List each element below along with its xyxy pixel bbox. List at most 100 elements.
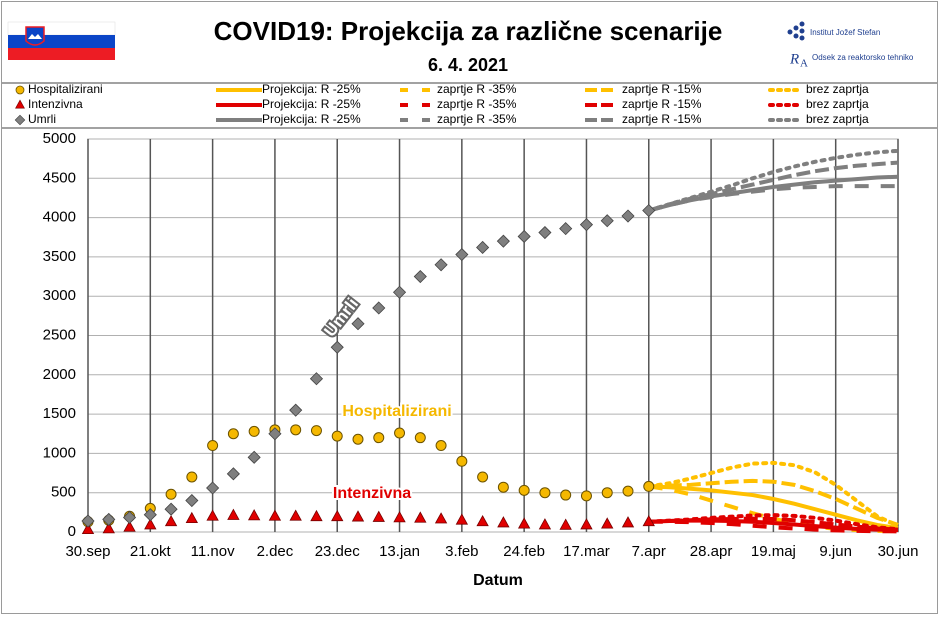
marker [227, 428, 239, 440]
marker [309, 372, 324, 386]
marker [102, 522, 115, 534]
x-tick-label: 30.sep [65, 543, 110, 560]
projection-line [646, 460, 900, 528]
legend: Hospitalizirani Projekcija: R -25% zaprtje… [14, 82, 869, 126]
marker [206, 481, 220, 495]
marker [622, 485, 634, 497]
x-tick-label: 28.apr [690, 543, 733, 560]
marker [435, 440, 447, 452]
legend-label: zaprtje R -35% [437, 97, 517, 111]
y-tick-label: 3500 [43, 248, 76, 265]
annotation: Hospitalizirani [342, 403, 451, 420]
marker [247, 509, 261, 521]
y-tick-label: 4500 [43, 169, 76, 186]
marker [621, 516, 635, 528]
marker [580, 490, 592, 502]
y-tick-label: 1000 [43, 444, 76, 461]
x-tick-label: 11.nov [191, 543, 235, 560]
x-tick-label: 23.dec [315, 543, 361, 560]
legend-label: Umrli [28, 112, 56, 126]
marker [455, 513, 469, 525]
legend-label: zaprtje R -15% [622, 82, 702, 96]
chart-subtitle: 6. 4. 2021 [428, 55, 508, 75]
marker [559, 222, 573, 236]
marker [81, 522, 95, 535]
marker [290, 424, 302, 436]
projection-line [646, 148, 900, 213]
marker [392, 285, 407, 299]
chart-title: COVID19: Projekcija za različne scenarij… [214, 16, 723, 46]
marker [580, 518, 593, 530]
ijs-logo [787, 21, 805, 41]
marker [351, 317, 365, 331]
y-tick-label: 2500 [43, 326, 76, 343]
legend-label: Projekcija: R -25% [262, 82, 361, 96]
marker [600, 214, 614, 228]
marker [621, 209, 635, 223]
marker [102, 512, 116, 526]
marker [559, 518, 572, 530]
logo-text: Odsek za reaktorsko tehniko [812, 53, 914, 62]
marker [122, 510, 137, 525]
projection-line [646, 513, 900, 532]
marker [143, 508, 157, 522]
marker [164, 502, 178, 516]
legend-label: Projekcija: R -25% [262, 112, 361, 126]
marker [539, 487, 551, 499]
marker [186, 471, 198, 483]
grid: 0 500 1000 1500 2000 2500 3000 3500 4000 4500 5000… [43, 130, 919, 560]
marker [164, 514, 178, 527]
x-tick-label: 30.jun [878, 543, 919, 560]
marker [413, 269, 427, 284]
logo-text: Institut Jožef Stefan [810, 28, 880, 37]
ra-logo: A [800, 58, 808, 70]
x-tick-label: 2.dec [257, 543, 294, 560]
marker [352, 433, 364, 445]
marker [642, 514, 655, 527]
marker [517, 517, 531, 529]
marker [227, 508, 240, 520]
x-tick-label: 7.apr [632, 543, 666, 560]
legend-frame [2, 82, 937, 129]
marker [476, 240, 490, 255]
marker [601, 517, 614, 529]
x-tick-label: 19.maj [751, 543, 796, 560]
x-tick-label: 24.feb [503, 543, 545, 560]
projection-line [648, 484, 899, 531]
marker [14, 114, 26, 126]
marker [207, 440, 219, 452]
legend-label: zaprtje R -35% [437, 112, 517, 126]
marker [642, 203, 656, 218]
marker [476, 514, 489, 527]
marker [414, 432, 426, 444]
legend-label: brez zaprtja [806, 82, 869, 96]
marker [248, 425, 260, 437]
marker [496, 234, 510, 248]
marker [268, 509, 282, 521]
projection-line [648, 184, 898, 213]
marker [456, 455, 468, 467]
legend-label: Hospitalizirani [28, 82, 103, 96]
y-tick-label: 4000 [43, 209, 76, 226]
marker [517, 229, 531, 244]
x-tick-label: 9.jun [819, 543, 852, 560]
ra-logo: R [789, 51, 799, 67]
marker [206, 509, 219, 521]
projection-line [648, 478, 899, 527]
marker [393, 511, 406, 523]
marker [226, 467, 240, 481]
marker [497, 516, 510, 528]
marker [497, 481, 509, 493]
projection-line [648, 516, 899, 532]
marker [15, 99, 25, 109]
marker [81, 514, 95, 528]
x-tick-label: 3.feb [445, 543, 478, 560]
y-tick-label: 3000 [43, 287, 76, 304]
x-tick-label: 21.okt [130, 543, 172, 560]
marker [165, 488, 177, 500]
legend-label: zaprtje R -15% [622, 112, 702, 126]
flag [7, 21, 116, 60]
marker [331, 509, 344, 522]
marker [434, 258, 448, 272]
